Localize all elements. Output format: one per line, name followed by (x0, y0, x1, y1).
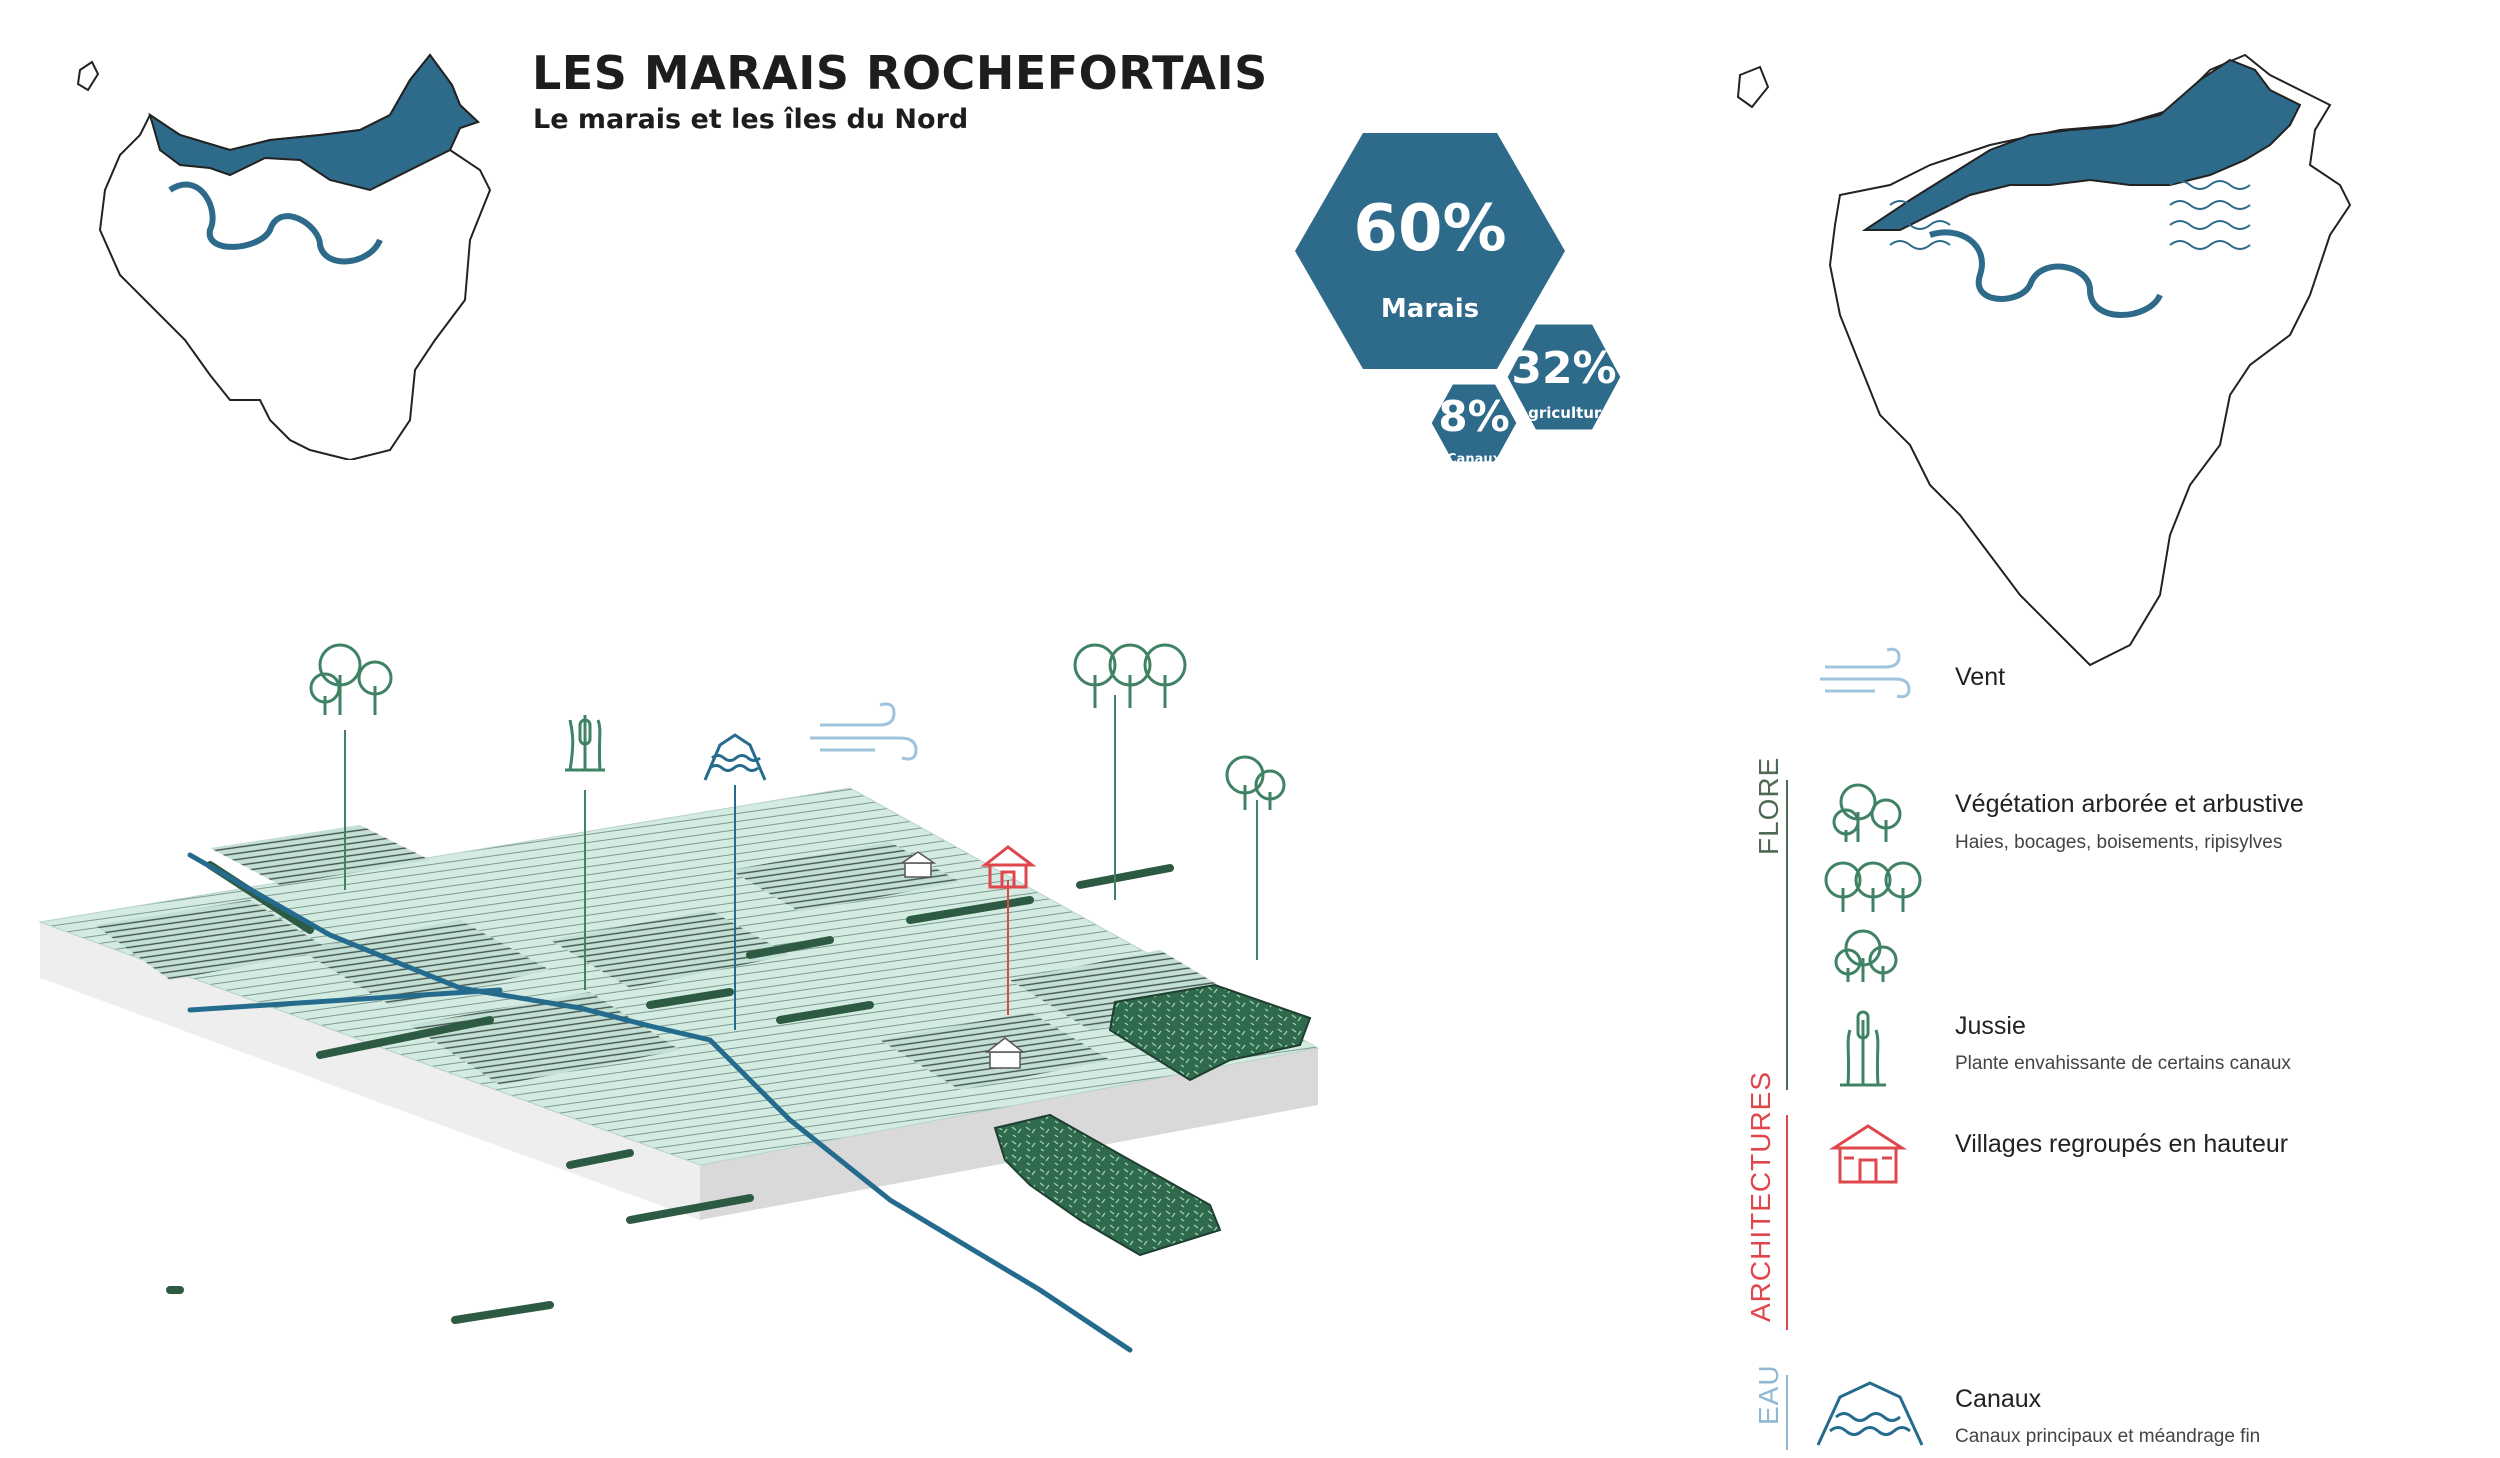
tree-icon (1073, 643, 1187, 708)
legend-item-subtitle-jussie: Plante envahissante de certains canaux (1955, 1053, 2291, 1074)
tree-icon (1832, 783, 1902, 842)
stat-label-marais: Marais (1381, 294, 1479, 324)
legend-item-title-canaux: Canaux (1955, 1385, 2042, 1413)
diagram-pole-icons (309, 643, 1286, 1030)
tree-icon (1225, 755, 1286, 810)
page-title: LES MARAIS ROCHEFORTAIS (532, 46, 1268, 100)
axonometric-landscape (38, 787, 1320, 1353)
page-subtitle: Le marais et les îles du Nord (533, 104, 969, 135)
legend-flore-icons (1824, 783, 1922, 1087)
category-label-eau: EAU (1753, 1364, 1784, 1425)
stat-hex-marais: 60% Marais (1295, 133, 1565, 369)
locator-map-right (1736, 53, 2352, 667)
stat-label-canaux: Canaux (1447, 452, 1502, 467)
category-divider-eau (1786, 1375, 1788, 1450)
legend-item-subtitle-canaux: Canaux principaux et méandrage fin (1955, 1426, 2261, 1447)
category-label-flore: FLORE (1753, 756, 1784, 855)
jussie-icon (1840, 1010, 1886, 1087)
canal-icon (703, 733, 767, 781)
legend-item-title-villages: Villages regroupés en hauteur (1955, 1130, 2289, 1158)
legend-wind-icon (1820, 647, 1911, 699)
stat-value-canaux: 8% (1438, 392, 1509, 441)
wind-icon (810, 702, 918, 761)
tree-icon (309, 643, 393, 715)
legend-house-icon (1828, 1124, 1908, 1184)
legend-canal-icon (1816, 1381, 1924, 1446)
jussie-icon (565, 715, 605, 772)
locator-map-left (76, 53, 492, 460)
category-divider-flore (1786, 780, 1788, 1090)
stat-hex-canaux: 8% Canaux (1428, 381, 1520, 467)
stat-label-agriculture: Agriculture (1516, 404, 1611, 422)
stats-hexagons: 60% Marais 32% Agriculture 8% Canaux (1295, 133, 1624, 467)
category-label-architectures: ARCHITECTURES (1745, 1070, 1776, 1322)
legend-wind-title: Vent (1955, 663, 2006, 691)
house-icon (980, 845, 1037, 889)
tree-icon (1824, 861, 1922, 912)
legend-item-title-jussie: Jussie (1955, 1012, 2026, 1040)
stat-hex-agriculture: 32% Agriculture (1504, 321, 1624, 433)
stat-value-agriculture: 32% (1511, 343, 1616, 394)
category-divider-architectures (1786, 1115, 1788, 1330)
legend-item-title-vegetation: Végétation arborée et arbustive (1955, 790, 2304, 818)
tree-icon (1834, 929, 1898, 982)
stat-value-marais: 60% (1353, 192, 1506, 266)
legend-item-subtitle-vegetation: Haies, bocages, boisements, ripisylves (1955, 832, 2283, 853)
